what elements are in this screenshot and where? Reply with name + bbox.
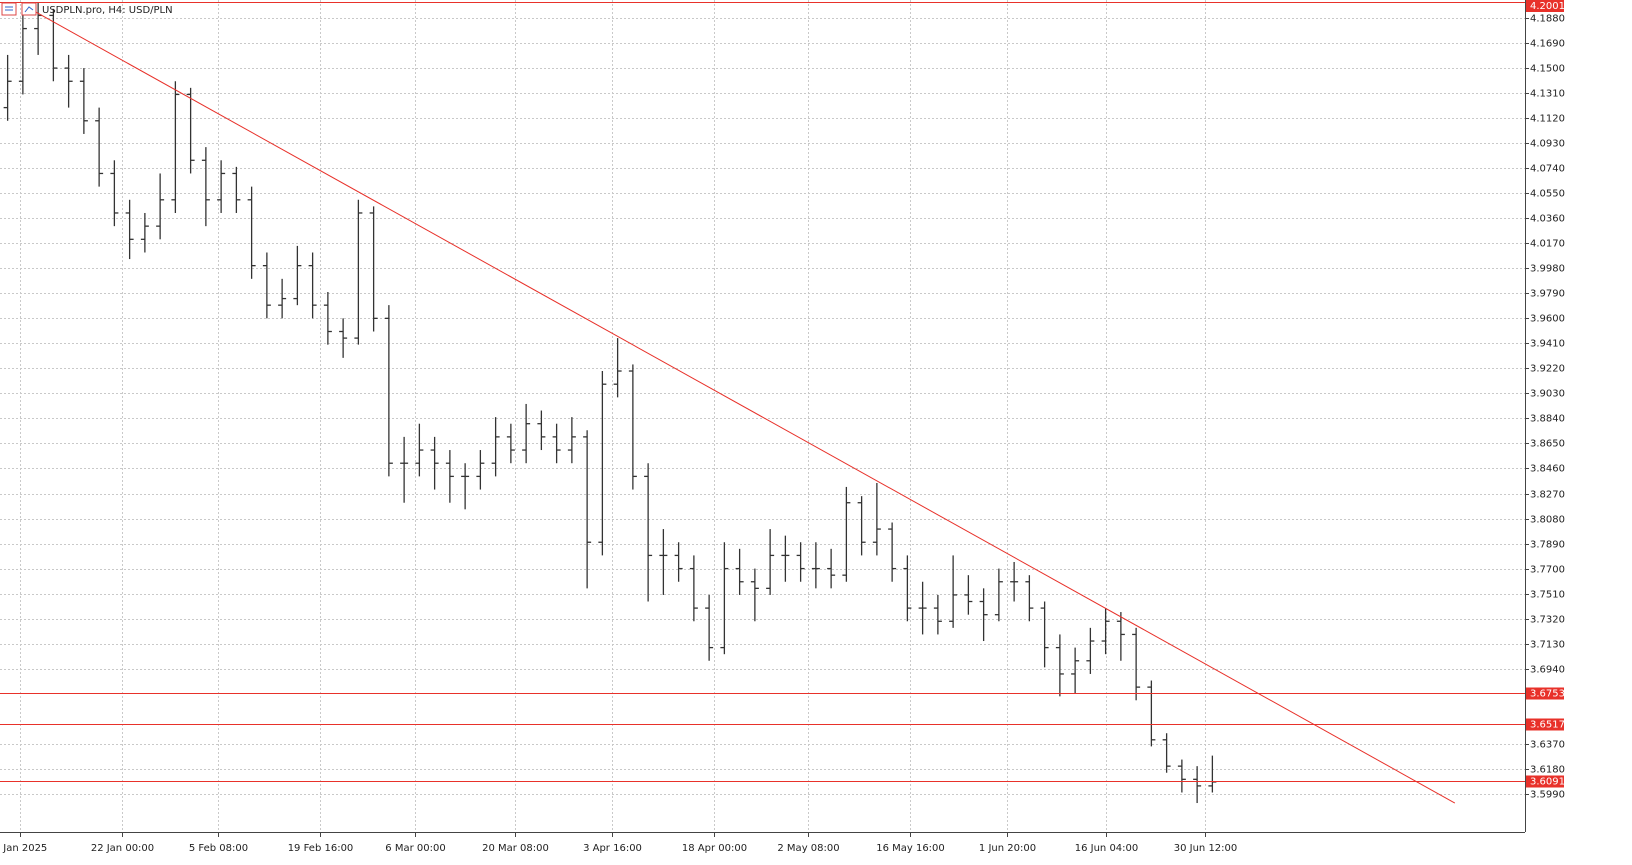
x-tick-label: 5 Feb 08:00 <box>189 843 248 854</box>
x-tick-label: 3 Apr 16:00 <box>583 843 642 854</box>
y-tick-label: 3.8460 <box>1530 464 1565 475</box>
level-label-box <box>1526 718 1564 731</box>
y-tick-label: 3.6180 <box>1530 765 1565 776</box>
y-tick-label: 4.0740 <box>1530 164 1565 175</box>
marks <box>0 2 1525 804</box>
y-tick-label: 3.9030 <box>1530 389 1565 400</box>
y-tick-label: 4.0930 <box>1530 139 1565 150</box>
x-tick-label: 20 Mar 08:00 <box>482 843 549 854</box>
y-tick-label: 4.1880 <box>1530 14 1565 25</box>
y-tick-label: 4.0170 <box>1530 239 1565 250</box>
y-tick-label: 3.8840 <box>1530 414 1565 425</box>
axes: 4.1880 4.1690 4.1500 4.1310 4.1120 4.0930 4.07… <box>0 0 1565 854</box>
y-tick-label: 3.9410 <box>1530 339 1565 350</box>
level-label: 3.6753 <box>1530 689 1565 700</box>
y-tick-label: 3.7320 <box>1530 615 1565 626</box>
y-tick-label: 3.9980 <box>1530 264 1565 275</box>
x-tick-label: 18 Apr 00:00 <box>682 843 747 854</box>
y-tick-label: 4.1690 <box>1530 39 1565 50</box>
x-tick-label: 1 Jun 20:00 <box>979 843 1036 854</box>
y-tick-label: 3.8270 <box>1530 490 1565 501</box>
x-tick-label: 16 Jun 04:00 <box>1075 843 1139 854</box>
x-tick-label: 16 May 16:00 <box>876 843 945 854</box>
x-tick-label: 2 May 08:00 <box>777 843 839 854</box>
x-tick-label: 30 Jun 12:00 <box>1174 843 1238 854</box>
x-tick-label: 22 Jan 00:00 <box>91 843 154 854</box>
y-tick-label: 4.1310 <box>1530 89 1565 100</box>
chart-title: USDPLN.pro, H4: USD/PLN <box>42 5 173 16</box>
y-tick-label: 3.7890 <box>1530 540 1565 551</box>
y-tick-label: 3.9220 <box>1530 364 1565 375</box>
chart-icon[interactable] <box>21 2 37 16</box>
y-tick-label: 3.7700 <box>1530 565 1565 576</box>
y-tick-label: 3.7130 <box>1530 640 1565 651</box>
y-tick-label: 3.7510 <box>1530 590 1565 601</box>
level-label-box <box>1526 775 1564 788</box>
y-tick-label: 4.1500 <box>1530 64 1565 75</box>
y-tick-label: 3.5990 <box>1530 790 1565 801</box>
y-tick-label: 3.8650 <box>1530 439 1565 450</box>
x-tick-label: 6 Mar 00:00 <box>385 843 445 854</box>
y-tick-label: 3.6370 <box>1530 740 1565 751</box>
y-tick-label: 3.9790 <box>1530 289 1565 300</box>
y-tick-label: 3.9600 <box>1530 314 1565 325</box>
y-tick-label: 3.8080 <box>1530 515 1565 526</box>
menu-icon[interactable] <box>1 2 17 16</box>
y-tick-label: 4.0360 <box>1530 214 1565 225</box>
level-label: 4.2001 <box>1530 1 1565 12</box>
y-tick-label: 3.6940 <box>1530 665 1565 676</box>
trendline <box>29 8 1456 804</box>
level-label: 3.6517 <box>1530 720 1565 731</box>
y-tick-label: 4.0550 <box>1530 189 1565 200</box>
y-tick-label: 4.1120 <box>1530 114 1565 125</box>
x-tick-label: 19 Feb 16:00 <box>288 843 354 854</box>
icon-line <box>24 6 34 13</box>
level-label-box <box>1526 687 1564 700</box>
level-label: 3.6091 <box>1530 777 1565 788</box>
header: USDPLN.pro, H4: USD/PLN <box>1 2 173 16</box>
level-label-box <box>1526 0 1564 12</box>
x-tick-label: 7 Jan 2025 <box>0 843 47 854</box>
